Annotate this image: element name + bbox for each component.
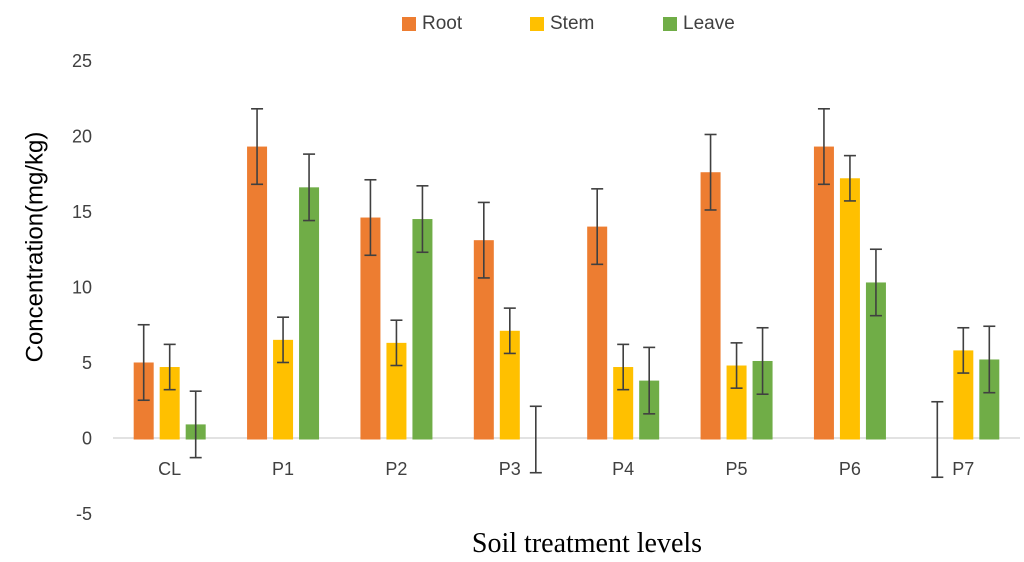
error-bar — [617, 343, 630, 391]
bar-stem — [159, 367, 180, 440]
error-bar — [983, 325, 996, 394]
error-bar — [364, 178, 377, 257]
bar-stem — [273, 339, 294, 440]
x-tick-label: P1 — [272, 459, 294, 479]
x-tick-label: P3 — [499, 459, 521, 479]
error-bar — [957, 326, 970, 374]
error-bar — [756, 326, 769, 396]
y-tick-label: 0 — [82, 428, 92, 448]
y-axis: -5 0 5 10 15 20 25 — [72, 51, 92, 524]
x-axis-label: Soil treatment levels — [472, 528, 702, 559]
x-tick-label: P7 — [952, 459, 974, 479]
bars — [133, 146, 1000, 440]
y-axis-label: Concentration(mg/kg) — [21, 132, 48, 363]
bar-stem — [499, 330, 520, 440]
legend-item-stem: Stem — [530, 13, 594, 34]
legend-swatch — [402, 17, 416, 31]
bar-stem — [613, 367, 634, 440]
bar-leave — [412, 219, 433, 440]
bar-stem — [839, 178, 860, 440]
y-tick-label: -5 — [76, 504, 92, 524]
bar-root — [587, 226, 608, 440]
error-bar — [189, 390, 202, 459]
y-tick-label: 10 — [72, 277, 92, 297]
error-bar — [730, 342, 743, 389]
bar-root — [813, 146, 834, 440]
bar-leave — [865, 282, 886, 440]
error-bar — [704, 133, 717, 211]
error-bar — [843, 154, 856, 202]
error-bar — [477, 201, 490, 279]
error-bar — [931, 400, 944, 479]
legend-item-leave: Leave — [663, 13, 735, 34]
error-bar — [529, 405, 542, 474]
error-bar — [277, 316, 290, 364]
bar-root — [473, 240, 494, 440]
error-bar — [643, 346, 656, 415]
legend-label: Stem — [550, 13, 594, 34]
error-bar — [137, 323, 150, 402]
legend-swatch — [530, 17, 544, 31]
bar-leave — [752, 360, 773, 440]
error-bar — [251, 108, 264, 186]
error-bar — [163, 343, 176, 391]
y-tick-label: 15 — [72, 202, 92, 222]
bar-stem — [386, 342, 407, 440]
error-bar — [817, 108, 830, 186]
legend-item-root: Root — [402, 13, 463, 34]
y-tick-label: 25 — [72, 51, 92, 71]
legend-label: Leave — [683, 13, 735, 34]
bar-stem — [726, 365, 747, 440]
error-bar — [591, 188, 604, 266]
x-tick-label: P2 — [385, 459, 407, 479]
x-tick-label: P6 — [839, 459, 861, 479]
bar-root — [700, 172, 721, 440]
x-tick-label: CL — [158, 459, 181, 479]
error-bars — [137, 108, 996, 479]
bar-root — [247, 146, 268, 440]
legend-swatch — [663, 17, 677, 31]
x-tick-label: P5 — [726, 459, 748, 479]
error-bar — [303, 153, 316, 222]
y-tick-label: 20 — [72, 126, 92, 146]
error-bar — [390, 319, 403, 367]
x-tick-label: P4 — [612, 459, 634, 479]
bar-leave — [299, 187, 320, 440]
error-bar — [503, 307, 516, 355]
x-axis: CL P1 P2 P3 P4 P5 P6 P7 — [113, 437, 1020, 479]
bar-leave — [979, 359, 1000, 440]
legend-label: Root — [422, 13, 463, 34]
bar-root — [360, 217, 381, 440]
legend: Root Stem Leave — [402, 13, 735, 34]
error-bar — [869, 248, 882, 317]
error-bar — [416, 185, 429, 254]
y-tick-label: 5 — [82, 353, 92, 373]
